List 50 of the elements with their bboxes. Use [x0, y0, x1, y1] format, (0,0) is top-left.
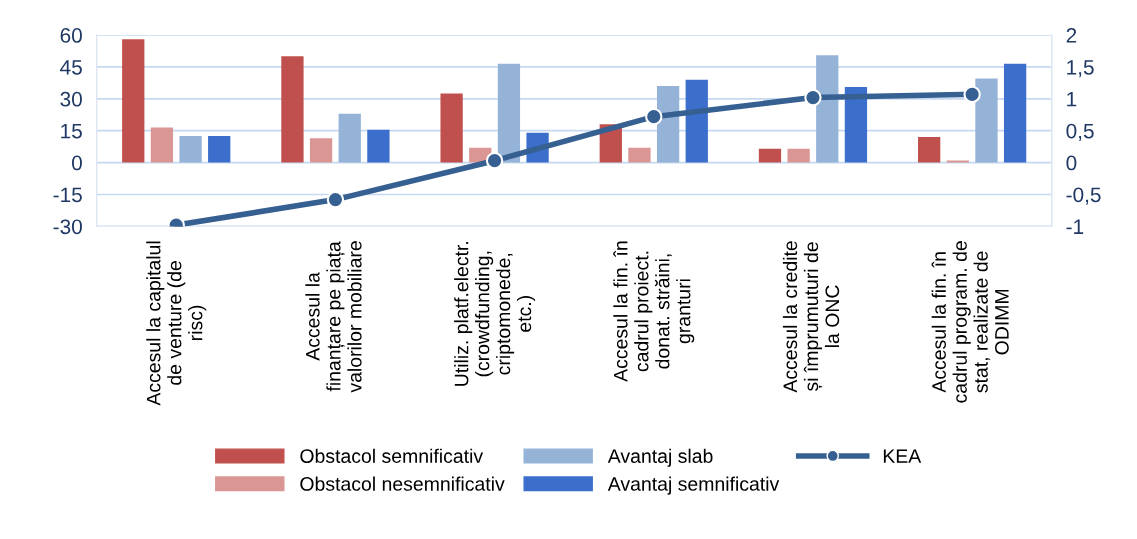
y-tick-label: 30 — [60, 91, 82, 107]
y2-tick-label: 1,5 — [1067, 60, 1094, 78]
bar — [758, 148, 782, 163]
bar — [150, 127, 174, 163]
y2-tick-label: 0,5 — [1066, 123, 1094, 141]
bar — [281, 56, 304, 163]
legend-label: Obstacol semnificativ — [300, 448, 484, 463]
bar — [844, 87, 868, 163]
x-tick-label: Accesul la finanțare pe piața valorilor mobiliare — [305, 241, 362, 393]
point — [804, 88, 822, 107]
y2-tick-label: -1 — [1066, 219, 1084, 234]
bar — [787, 148, 810, 163]
bar — [685, 79, 708, 163]
bar — [440, 93, 463, 163]
y-tick-label: -15 — [53, 187, 82, 203]
y-tick-label: 15 — [61, 123, 82, 139]
y2-tick-label: -0,5 — [1066, 187, 1101, 205]
bar — [338, 113, 361, 163]
y-tick-label: -30 — [53, 219, 82, 235]
bar — [918, 137, 941, 163]
legend-label: Avantaj semnificativ — [607, 476, 780, 495]
y2-tick-label: 1 — [1067, 92, 1077, 107]
bar — [208, 136, 231, 163]
y-tick-label: 45 — [60, 60, 82, 75]
bar — [1003, 63, 1027, 163]
legend-label: Obstacol nesemnificativ — [300, 476, 505, 491]
y-tick-label: 60 — [60, 28, 82, 43]
point — [645, 108, 663, 126]
y2-tick-label: 2 — [1066, 28, 1077, 43]
y-tick-label: 0 — [71, 155, 82, 171]
point — [485, 152, 504, 170]
bar — [946, 160, 969, 163]
x-tick-label: Accesul la capitalul de venture (de risc) — [146, 241, 207, 406]
x-tick-label: Accesul la fin. în cadrul program. de stat, realizate de ODIMM — [931, 241, 1009, 403]
bar — [179, 136, 202, 163]
bar — [309, 138, 333, 163]
bar — [367, 129, 390, 163]
bar — [628, 147, 651, 163]
bar — [656, 86, 680, 163]
bar — [122, 39, 145, 163]
bar — [816, 55, 839, 163]
x-tick-label: Accesul la credite și împrumuturi de la ONC — [782, 241, 840, 393]
y2-tick-label: 0 — [1066, 155, 1077, 171]
legend-label: Avantaj slab — [607, 448, 713, 467]
bar — [975, 78, 998, 163]
point — [963, 85, 981, 104]
x-tick-label: Accesul la fin. în cadrul proiect. donat. străini, granturi — [613, 241, 695, 382]
x-tick-label: Utiliz. platf.electr. (crowdfunding, criptomonede, etc.) — [454, 242, 536, 386]
legend-label: KEA — [883, 449, 922, 463]
bar — [497, 63, 521, 163]
